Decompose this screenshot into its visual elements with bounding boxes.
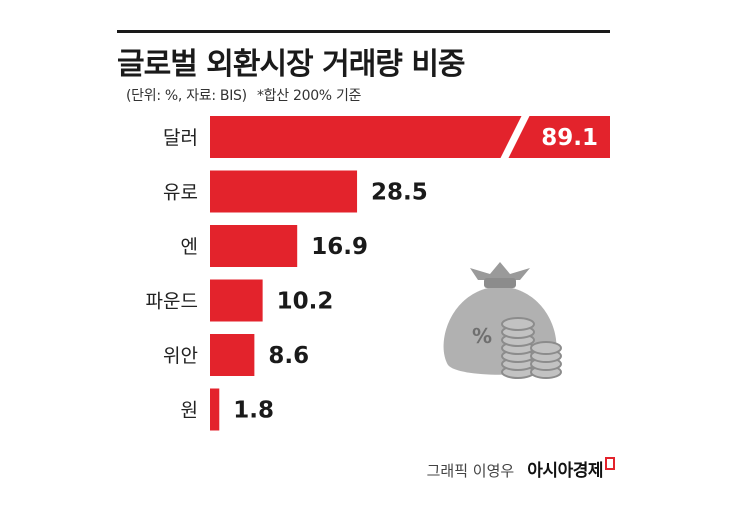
bar (210, 225, 298, 267)
title-rule (117, 30, 610, 33)
bar (210, 279, 263, 322)
graphic-author: 그래픽 이영우 (426, 462, 515, 480)
bar (210, 170, 358, 213)
unit-source-note: (단위: %, 자료: BIS) (126, 88, 247, 104)
publisher-mark-icon (605, 457, 615, 470)
value-label: 1.8 (233, 398, 274, 424)
sum-basis-note: *합산 200% 기준 (256, 88, 362, 104)
bar (210, 116, 610, 158)
svg-text:%: % (472, 324, 492, 348)
value-label: 28.5 (371, 180, 428, 206)
value-label: 10.2 (277, 289, 334, 315)
category-label: 달러 (163, 127, 198, 149)
value-label: 8.6 (268, 343, 309, 369)
value-label: 16.9 (311, 234, 368, 260)
bar (210, 388, 220, 431)
category-label: 유로 (163, 182, 198, 204)
chart-subtitle: (단위: %, 자료: BIS) *합산 200% 기준 (126, 85, 367, 105)
category-label: 원 (181, 400, 198, 422)
value-label: 89.1 (541, 125, 598, 151)
money-bag-icon: % (443, 262, 562, 379)
category-label: 파운드 (146, 291, 198, 313)
bar (210, 334, 255, 376)
credit: 그래픽 이영우 아시아경제 (427, 456, 615, 481)
chart-title: 글로벌 외환시장 거래량 비중 (117, 47, 466, 82)
category-label: 엔 (181, 236, 198, 258)
axis-break-mark (500, 115, 530, 159)
publisher-logo: 아시아경제 (527, 461, 603, 481)
category-label: 위안 (163, 345, 198, 367)
